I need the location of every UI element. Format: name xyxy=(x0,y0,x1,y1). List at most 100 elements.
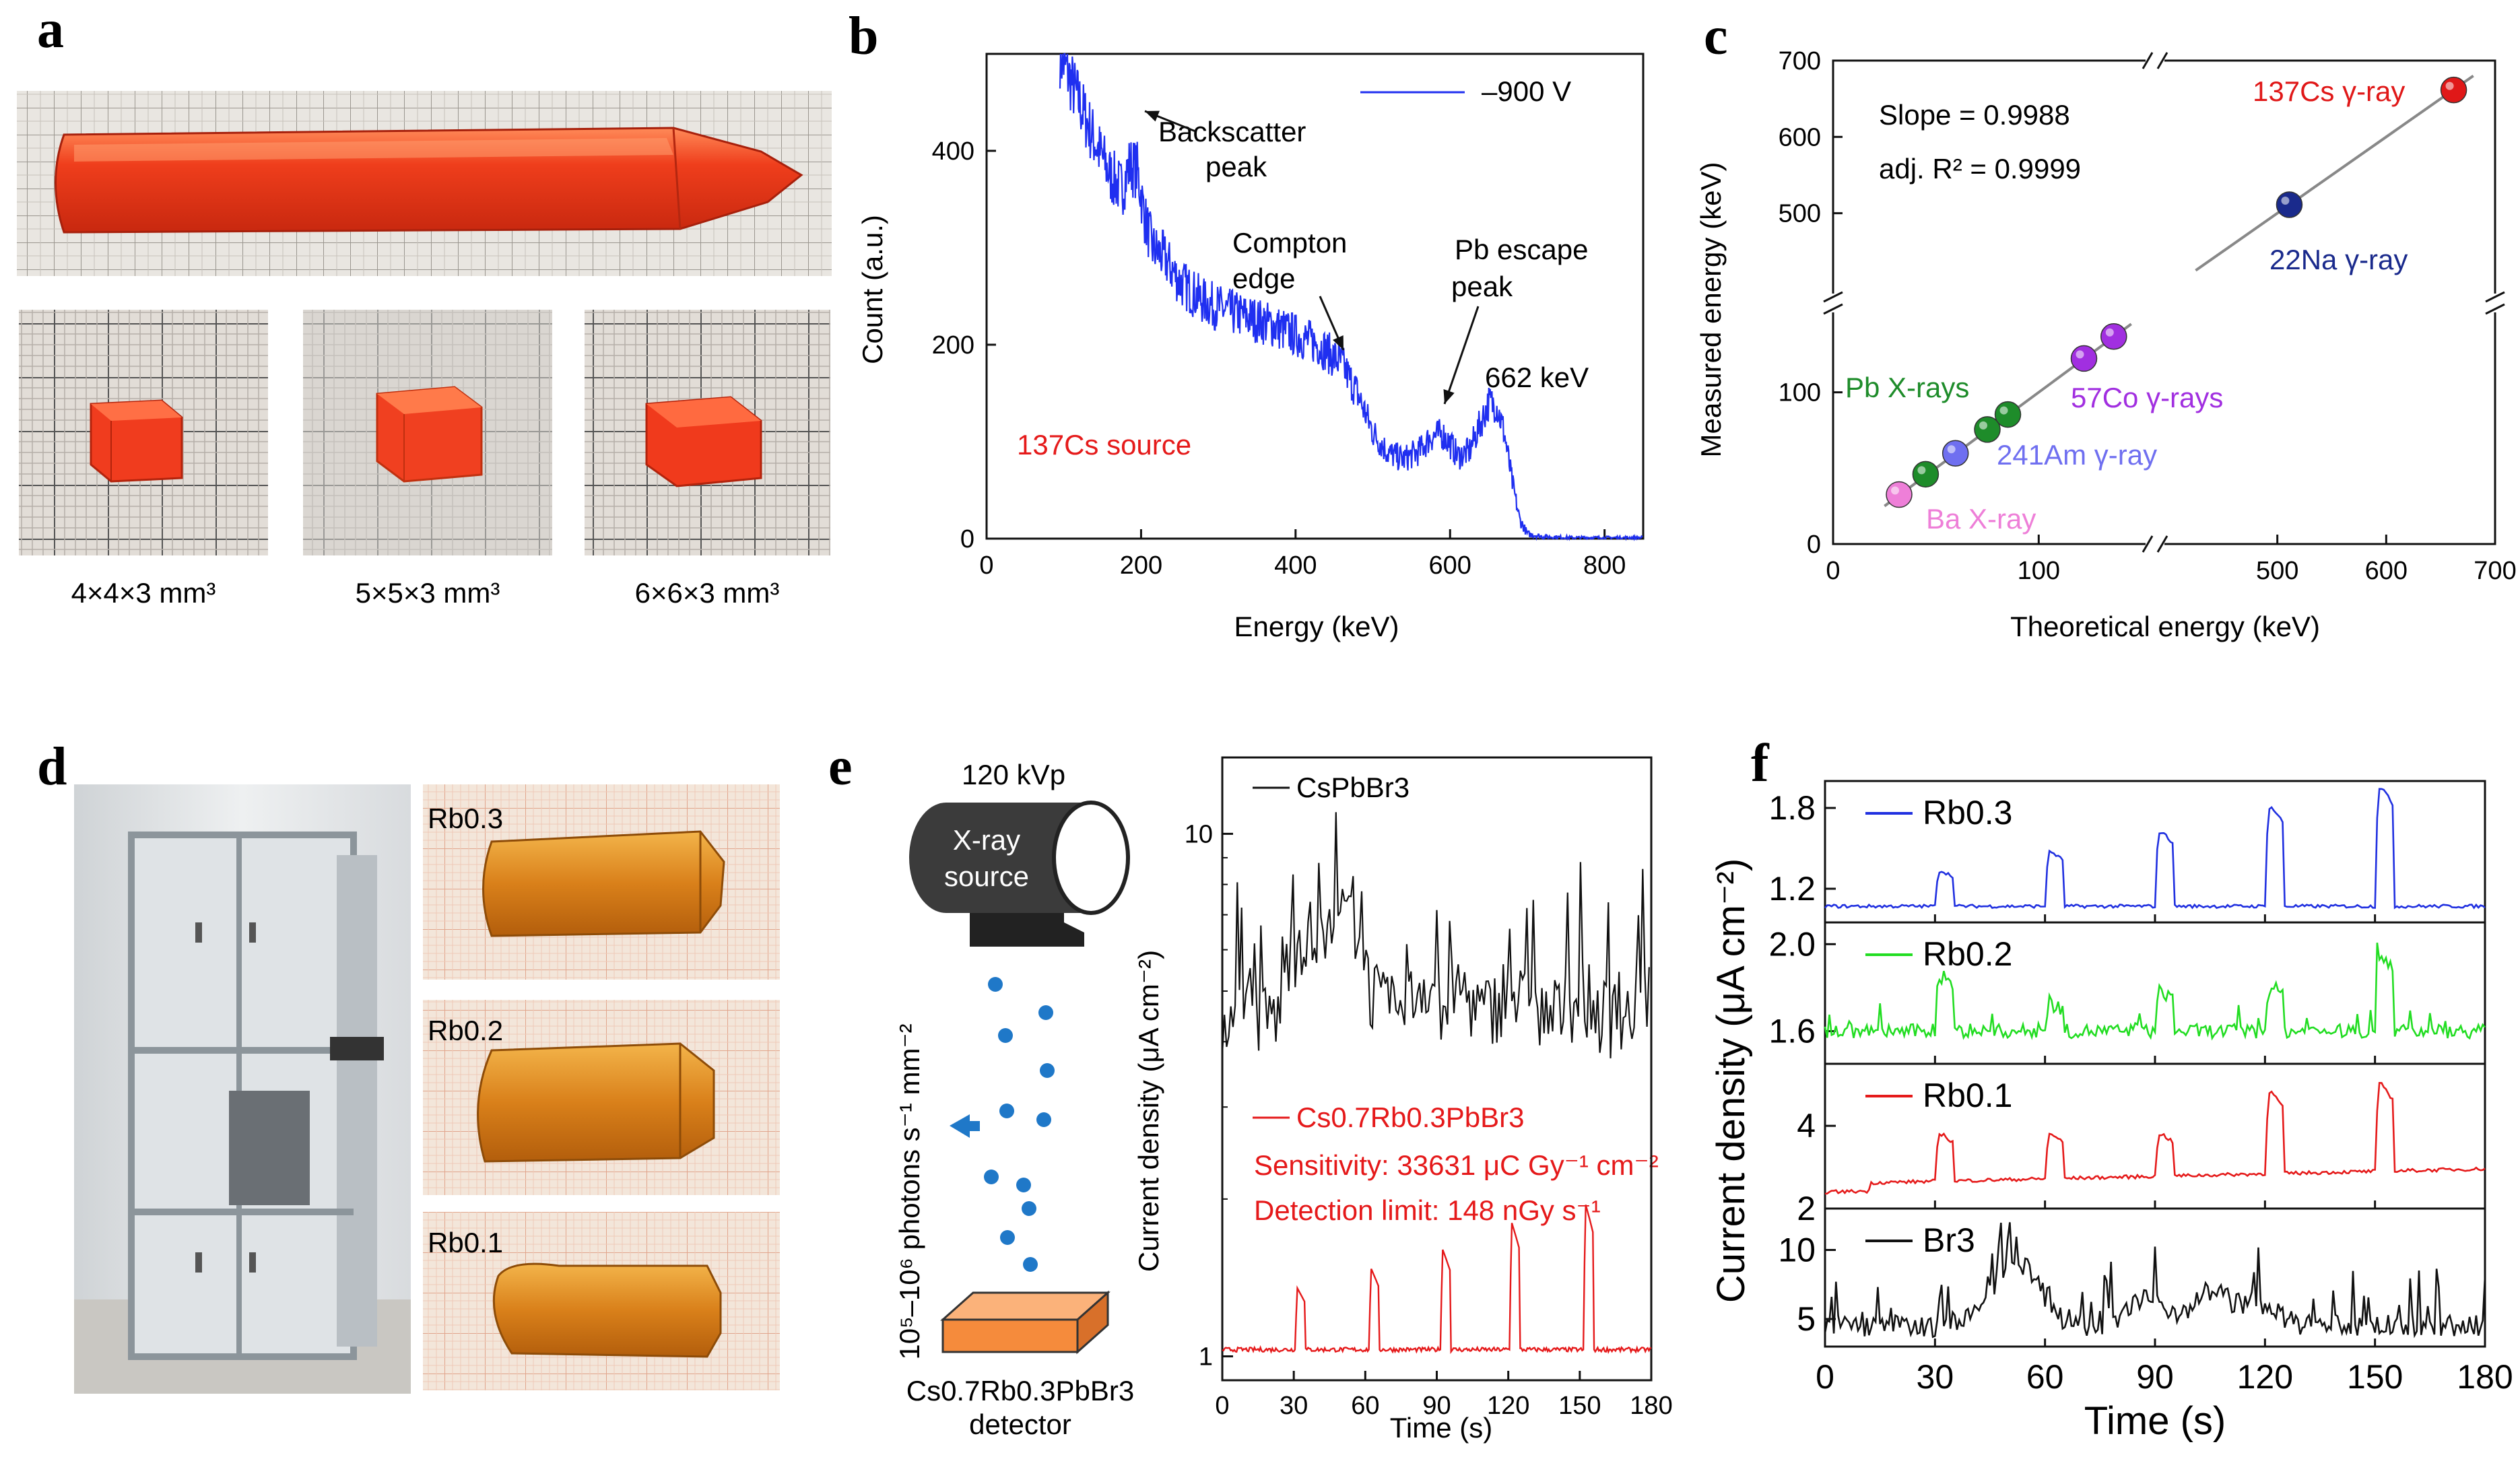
b-annot-backscatter-1: Backscatter xyxy=(1158,116,1306,147)
c-axis-break-mark xyxy=(2142,535,2154,553)
f-xtick-label: 30 xyxy=(1917,1358,1954,1396)
f-series-line xyxy=(1824,1222,2486,1339)
panel-label-d: d xyxy=(37,737,67,797)
c-data-point xyxy=(2070,345,2098,372)
b-annot-escape-2: peak xyxy=(1451,271,1513,302)
b-source-label: 137Cs source xyxy=(1017,429,1191,461)
b-annot-backscatter-2: peak xyxy=(1205,151,1267,182)
c-data-point xyxy=(2100,323,2127,350)
small-crystal-photo-3 xyxy=(585,310,830,555)
f-legend-text: Rb0.2 xyxy=(1923,935,2012,973)
f-ytick-label: 10 xyxy=(1778,1231,1816,1269)
c-data-point xyxy=(2276,191,2303,218)
f-series-line xyxy=(1824,788,2486,910)
tube-voltage: 120 kVp xyxy=(962,759,1065,790)
e-xtick-label: 90 xyxy=(1422,1392,1451,1420)
f-xtick-label: 60 xyxy=(2026,1358,2064,1396)
b-xtick-label: 0 xyxy=(979,551,993,580)
c-point-highlight xyxy=(2076,350,2084,359)
b-xtick-label: 200 xyxy=(1120,551,1162,580)
panel-e-schematic: 120 kVp X-ray source 10⁵–10⁶ photons s⁻¹… xyxy=(894,759,1134,1440)
f-xtick-label: 120 xyxy=(2237,1358,2293,1396)
crystal-caption-3: 6×6×3 mm³ xyxy=(635,577,780,609)
c-label-co: 57Co γ-rays xyxy=(2071,382,2223,413)
flux-label: 10⁵–10⁶ photons s⁻¹ mm⁻² xyxy=(894,1023,925,1359)
f-legend-text: Br3 xyxy=(1923,1221,1975,1259)
b-xtick-label: 600 xyxy=(1429,551,1471,580)
b-spectrum-line xyxy=(1059,53,1643,542)
c-axis-break-mark xyxy=(1823,291,1843,303)
b-ytick-label: 400 xyxy=(932,137,974,166)
c-point-highlight xyxy=(2105,328,2114,337)
c-slope-text: Slope = 0.9988 xyxy=(1879,99,2070,131)
e-xtick-label: 180 xyxy=(1630,1392,1672,1420)
panel-f-chart: Current density (μA cm⁻²) Time (s) 1.2 1.… xyxy=(1709,780,2513,1443)
c-point-highlight xyxy=(2445,81,2454,90)
c-data-point xyxy=(1912,461,1939,488)
b-arrow-head xyxy=(1333,335,1344,350)
c-axis-break-mark xyxy=(2156,52,2168,69)
f-ytick-label: 1.6 xyxy=(1768,1013,1816,1050)
b-ytick-label: 200 xyxy=(932,331,974,360)
sample-label-rb02: Rb0.2 xyxy=(428,1015,503,1046)
c-point-highlight xyxy=(1979,421,1987,430)
b-annot-compton-1: Compton xyxy=(1232,227,1347,259)
c-point-highlight xyxy=(2281,196,2290,205)
b-xlabel: Energy (keV) xyxy=(1234,611,1399,642)
c-axis-break-mark xyxy=(2142,52,2154,69)
small-crystal-photo-2 xyxy=(303,310,552,555)
e-xtick-label: 30 xyxy=(1280,1392,1308,1420)
e-legend-text-2: Cs0.7Rb0.3PbBr3 xyxy=(1296,1102,1525,1133)
panel-label-c: c xyxy=(1704,7,1728,66)
c-xtick-label: 0 xyxy=(1826,557,1840,585)
c-axis-break-mark xyxy=(2485,291,2505,303)
large-crystal-photo xyxy=(17,91,832,276)
f-ylabel: Current density (μA cm⁻²) xyxy=(1709,858,1753,1303)
panel-c-calibration: Measured energy (keV) Theoretical energy… xyxy=(1695,47,2517,642)
b-annot-compton-2: edge xyxy=(1232,263,1295,294)
e-series-rb03 xyxy=(1222,1205,1652,1355)
panel-label-b: b xyxy=(849,7,879,66)
c-ytick-label: 600 xyxy=(1779,123,1821,151)
c-r2-text: adj. R² = 0.9999 xyxy=(1879,153,2081,184)
e-xtick-label: 120 xyxy=(1487,1392,1529,1420)
panel-d: Rb0.3 Rb0.2 Rb0.1 xyxy=(74,784,780,1394)
b-arrow-head xyxy=(1145,110,1160,122)
f-ytick-label: 1.2 xyxy=(1768,870,1816,908)
c-label-cs: 137Cs γ-ray xyxy=(2253,75,2405,107)
e-series-cspbbr3 xyxy=(1221,812,1650,1058)
f-series-line xyxy=(1824,943,2486,1041)
b-arrow-head xyxy=(1443,389,1455,404)
detector-machine-photo xyxy=(74,784,411,1394)
f-series-line xyxy=(1824,1081,2486,1195)
e-sensitivity: Sensitivity: 33631 μC Gy⁻¹ cm⁻² xyxy=(1254,1149,1659,1181)
source-line-1: X-ray xyxy=(953,824,1020,856)
c-point-highlight xyxy=(1947,445,1956,454)
panel-a: 4×4×3 mm³ 5×5×3 mm³ 6×6×3 mm³ xyxy=(17,91,832,609)
detector-slab-icon xyxy=(940,1290,1110,1355)
e-xtick-label: 60 xyxy=(1351,1392,1379,1420)
c-ytick-label: 700 xyxy=(1779,47,1821,75)
c-point-highlight xyxy=(1891,486,1900,495)
e-detection-limit: Detection limit: 148 nGy s⁻¹ xyxy=(1254,1194,1601,1226)
sample-photo-rb02: Rb0.2 xyxy=(423,1000,780,1195)
b-annotation-arrow xyxy=(1443,306,1480,405)
f-xlabel: Time (s) xyxy=(2084,1399,2226,1443)
c-axis-break-mark xyxy=(2485,303,2505,315)
e-xtick-label: 0 xyxy=(1215,1392,1229,1420)
f-legend-text: Rb0.3 xyxy=(1923,794,2012,832)
c-label-pb: Pb X-rays xyxy=(1845,372,1969,403)
e-xtick-label: 150 xyxy=(1558,1392,1601,1420)
panel-label-f: f xyxy=(1751,734,1770,793)
c-xlabel: Theoretical energy (keV) xyxy=(2010,611,2320,642)
f-ytick-label: 2.0 xyxy=(1768,925,1816,963)
c-xtick-label: 100 xyxy=(2018,557,2060,585)
c-label-ba: Ba X-ray xyxy=(1926,503,2036,535)
e-legend-text-1: CsPbBr3 xyxy=(1296,772,1410,803)
f-ytick-label: 4 xyxy=(1797,1107,1816,1145)
c-data-point xyxy=(1886,481,1913,508)
f-ytick-label: 5 xyxy=(1797,1300,1816,1338)
c-point-highlight xyxy=(1917,466,1926,475)
b-xtick-label: 400 xyxy=(1274,551,1317,580)
c-xtick-label: 700 xyxy=(2474,557,2516,585)
